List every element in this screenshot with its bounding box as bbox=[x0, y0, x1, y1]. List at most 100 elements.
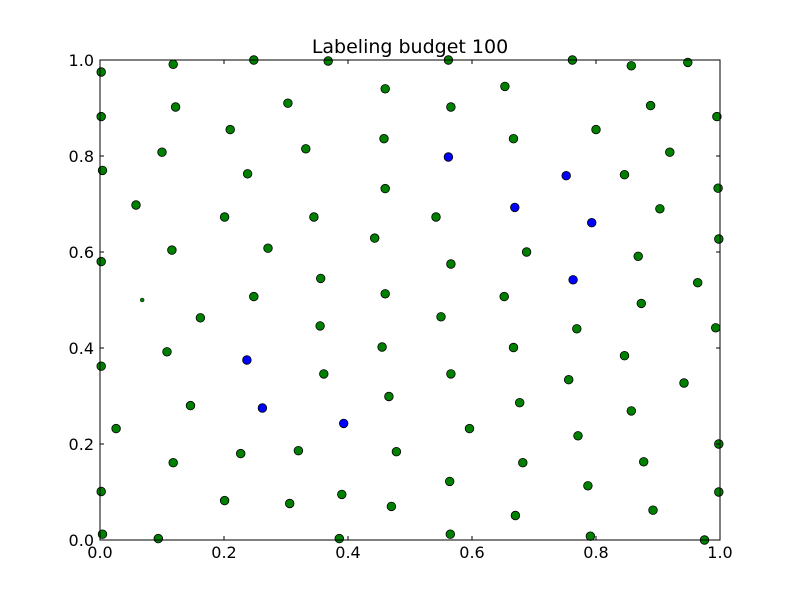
data-point bbox=[195, 313, 206, 323]
y-tick-label: 0.8 bbox=[69, 147, 94, 166]
data-point bbox=[391, 447, 402, 457]
data-point bbox=[167, 245, 177, 255]
data-point bbox=[97, 529, 108, 539]
data-point bbox=[162, 347, 172, 357]
data-point bbox=[561, 170, 571, 181]
data-point bbox=[334, 533, 345, 544]
data-point bbox=[242, 355, 252, 365]
data-point bbox=[380, 84, 390, 94]
data-point bbox=[500, 81, 510, 92]
data-point bbox=[510, 202, 520, 213]
data-point bbox=[185, 400, 196, 411]
data-point bbox=[249, 291, 259, 302]
data-point bbox=[386, 501, 397, 512]
data-point bbox=[377, 342, 387, 352]
data-point bbox=[499, 291, 509, 302]
data-point bbox=[711, 323, 721, 333]
data-point bbox=[564, 375, 574, 385]
data-point bbox=[315, 321, 325, 331]
x-tick-label: 0.2 bbox=[211, 543, 236, 562]
data-point bbox=[157, 147, 167, 157]
data-point bbox=[446, 102, 456, 112]
data-point bbox=[515, 398, 525, 408]
ticks-layer: 0.0 0.2 0.4 0.6 0.8 1.0 0.0 0.2 0.4 0.6 0.8 1.0 bbox=[69, 51, 733, 562]
data-point bbox=[339, 418, 349, 429]
data-point bbox=[323, 56, 333, 66]
data-point bbox=[316, 273, 326, 284]
data-point bbox=[337, 489, 347, 500]
data-point bbox=[319, 369, 329, 379]
data-point bbox=[225, 124, 235, 135]
data-point bbox=[587, 217, 597, 228]
x-tick-label: 1.0 bbox=[707, 543, 732, 562]
y-tick-label: 0.0 bbox=[69, 531, 94, 550]
data-point bbox=[431, 212, 441, 222]
data-point bbox=[508, 342, 519, 353]
data-point bbox=[633, 251, 643, 261]
data-point bbox=[139, 297, 145, 303]
data-point bbox=[219, 212, 230, 222]
data-point bbox=[293, 446, 304, 456]
data-point bbox=[131, 200, 141, 210]
data-point bbox=[568, 275, 578, 285]
data-point bbox=[521, 247, 532, 257]
chart-title: Labeling budget 100 bbox=[312, 36, 508, 58]
data-point bbox=[655, 204, 665, 214]
data-point bbox=[309, 212, 319, 222]
data-point bbox=[713, 183, 723, 193]
data-point bbox=[714, 234, 724, 244]
data-point bbox=[693, 278, 703, 288]
x-tick-label: 0.8 bbox=[583, 543, 608, 562]
data-point bbox=[111, 423, 121, 434]
y-tick-label: 1.0 bbox=[69, 51, 94, 70]
data-point bbox=[648, 505, 658, 515]
data-point bbox=[445, 529, 456, 539]
data-point bbox=[636, 298, 647, 309]
data-point bbox=[153, 533, 164, 544]
data-point bbox=[639, 457, 649, 467]
points-layer bbox=[96, 55, 724, 545]
data-point bbox=[242, 169, 253, 179]
data-point bbox=[585, 531, 596, 541]
data-point bbox=[445, 476, 455, 487]
data-point bbox=[379, 133, 389, 144]
data-point bbox=[443, 152, 454, 162]
data-point bbox=[572, 324, 582, 334]
data-point bbox=[518, 458, 528, 468]
data-point bbox=[591, 124, 601, 135]
data-point bbox=[96, 361, 106, 371]
data-point bbox=[436, 312, 446, 322]
data-point bbox=[510, 510, 521, 521]
data-point bbox=[714, 487, 724, 497]
data-point bbox=[285, 498, 295, 509]
data-point bbox=[619, 169, 630, 180]
data-point bbox=[665, 147, 675, 157]
data-point bbox=[683, 57, 693, 68]
data-point bbox=[583, 481, 593, 491]
data-point bbox=[573, 431, 583, 441]
data-point bbox=[679, 378, 689, 388]
data-point bbox=[626, 61, 637, 71]
data-point bbox=[508, 133, 519, 144]
x-tick-label: 0.4 bbox=[335, 543, 360, 562]
data-point bbox=[235, 448, 246, 459]
data-point bbox=[263, 243, 273, 253]
data-point bbox=[384, 391, 394, 402]
data-point bbox=[96, 111, 106, 122]
axes-frame bbox=[99, 59, 721, 541]
data-point bbox=[380, 183, 390, 194]
data-point bbox=[257, 403, 268, 413]
data-point bbox=[170, 102, 181, 112]
y-tick-label: 0.2 bbox=[69, 435, 94, 454]
data-point bbox=[168, 59, 178, 70]
data-point bbox=[626, 406, 637, 416]
data-point bbox=[97, 165, 108, 176]
data-point bbox=[283, 98, 293, 108]
data-point bbox=[645, 100, 656, 111]
data-point bbox=[96, 67, 106, 77]
data-point bbox=[301, 144, 311, 154]
data-point bbox=[96, 256, 106, 267]
data-point bbox=[96, 486, 106, 497]
